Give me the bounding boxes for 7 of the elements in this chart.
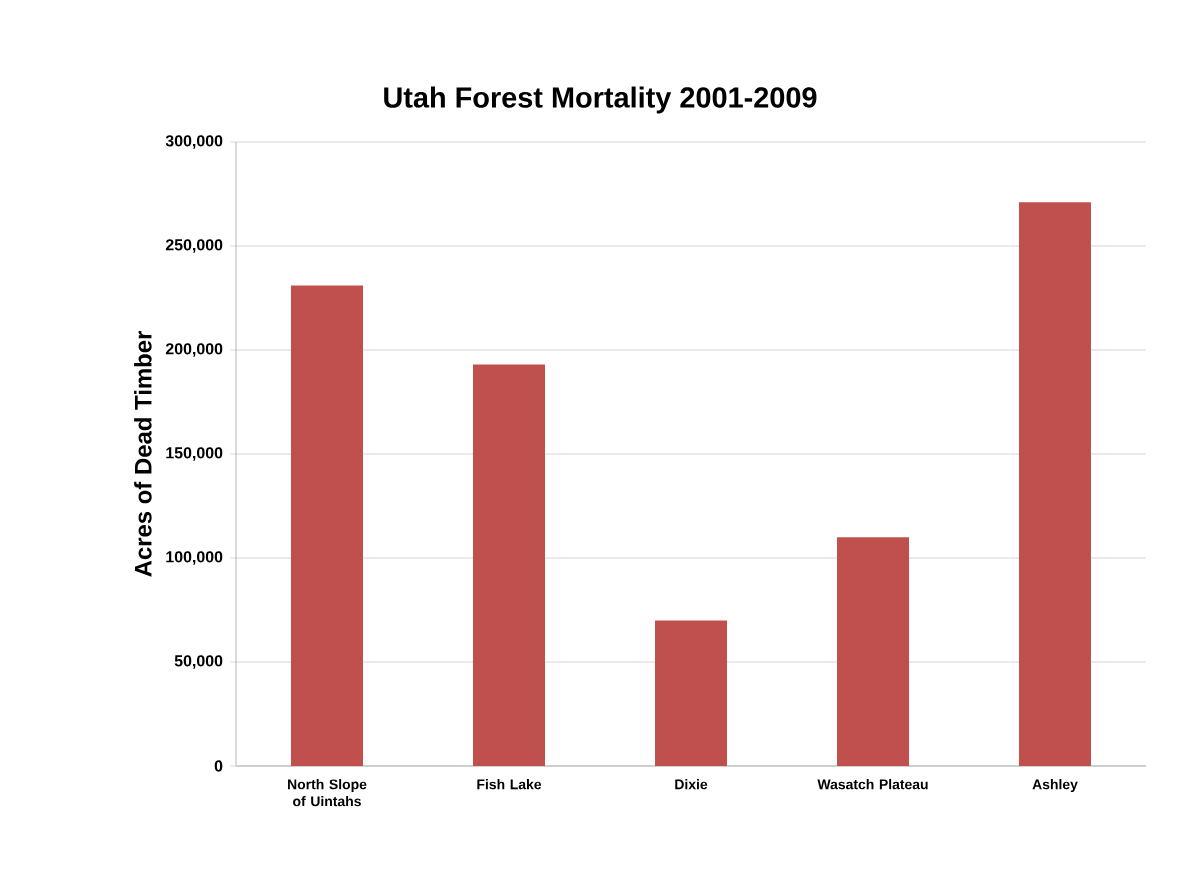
y-axis-title: Acres of Dead Timber <box>134 331 152 577</box>
bar <box>1019 202 1092 766</box>
bar <box>473 364 546 766</box>
bar <box>291 285 363 766</box>
bar <box>655 620 728 766</box>
bar <box>837 537 910 766</box>
chart-title: Utah Forest Mortality 2001-2009 <box>384 86 817 114</box>
